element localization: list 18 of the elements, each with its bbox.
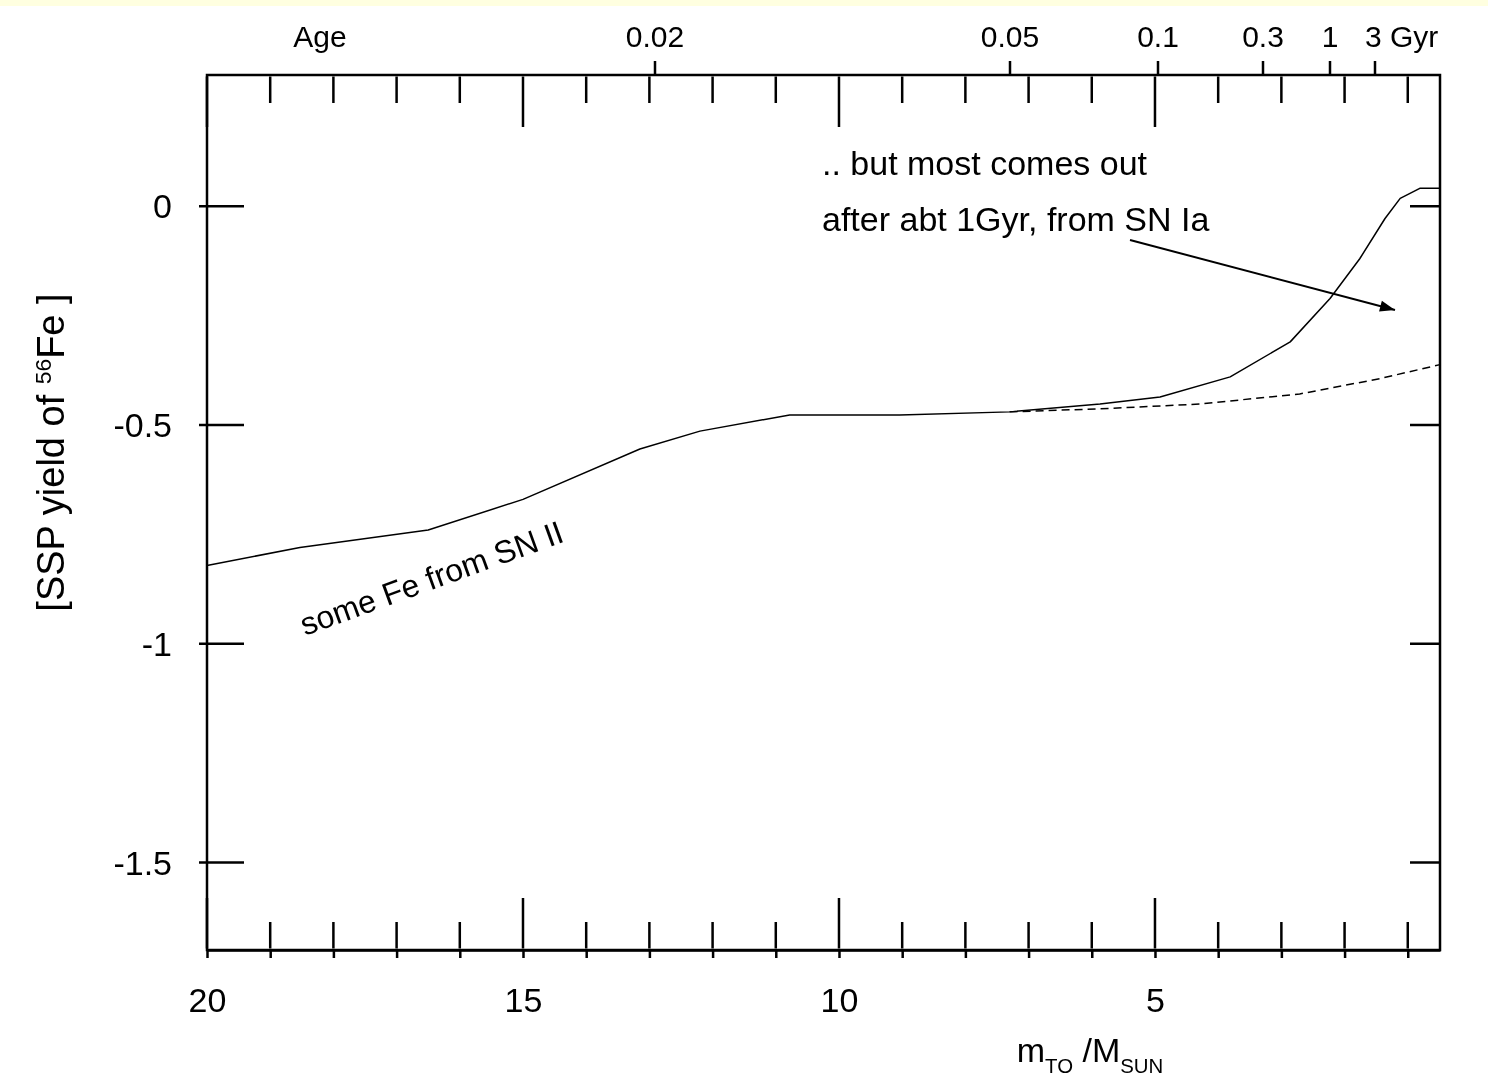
text: 0.1 [1137,20,1179,53]
x-tick-label: 20 [188,981,227,1019]
text: Age [293,20,347,53]
y-tick-label: 0 [153,187,172,226]
text: 0.05 [980,20,1040,53]
text: 3 Gyr [1365,20,1439,53]
x-tick-label: 5 [1146,981,1165,1019]
y-tick-label: -0.5 [113,406,172,444]
annotation: some Fe from SN II [295,513,569,643]
text: 0.02 [625,20,685,53]
x-axis-title: m$_{TO}$ /M$_{SUN}$ [1016,1031,1164,1077]
x-tick-label: 10 [820,981,859,1019]
x-tick-label: 15 [504,981,543,1019]
y-tick-label: -1.5 [113,843,172,882]
annotation: .. but most comes out after abt 1Gyr, from SN Ia [822,144,1210,238]
text: 0.3 [1242,20,1284,53]
text: 1 [1321,20,1339,53]
y-tick-label: -1 [141,624,172,663]
